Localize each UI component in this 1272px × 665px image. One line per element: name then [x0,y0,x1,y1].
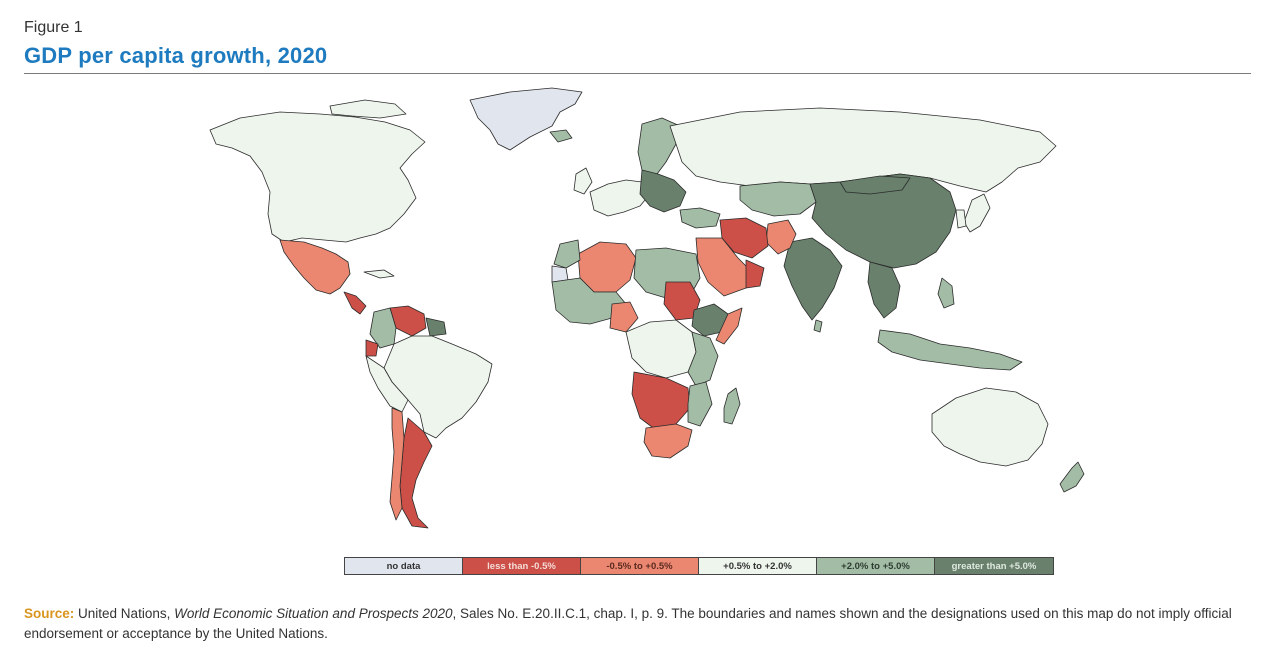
region-mongolia [839,175,911,195]
region-scandinavia [637,117,681,179]
figure-title: GDP per capita growth, 2020 [24,43,328,68]
region-morocco [553,239,581,269]
region-australia [931,387,1049,467]
region-kazakhstan [739,181,817,217]
region-mexico [279,239,351,295]
region-southeast-asia [867,261,901,319]
source-text-after: , Sales No. E.20.II.C.1, chap. I, p. 9. … [24,606,1232,641]
region-ecuador [365,339,379,357]
source-text-before: United Nations, [78,606,171,621]
source-publication: World Economic Situation and Prospects 2… [174,606,453,621]
region-oman [745,259,765,289]
legend-item-no-data: no data [345,558,463,574]
region-indonesia [877,329,1023,371]
region-japan [963,193,991,233]
region-guianas [425,317,447,337]
region-europe-east [639,169,687,213]
figure-label: Figure 1 [24,19,83,36]
source-note: Source: United Nations, World Economic S… [24,604,1249,644]
region-uk [573,167,593,195]
region-russia [669,107,1057,193]
legend-item-minus-0-5-to-plus-0-5: -0.5% to +0.5% [581,558,699,574]
region-south-africa [643,423,693,459]
legend-item-greater-than-plus-5-0: greater than +5.0% [935,558,1053,574]
region-argentina [399,417,433,529]
legend-item-plus-0-5-to-plus-2-0: +0.5% to +2.0% [699,558,817,574]
region-western-sahara [551,265,569,283]
legend-item-plus-2-0-to-plus-5-0: +2.0% to +5.0% [817,558,935,574]
region-philippines [937,277,955,309]
region-central-america [343,291,367,315]
region-new-zealand [1059,461,1085,493]
world-map [180,82,1120,540]
region-mozambique [687,381,713,427]
region-angola [631,371,691,431]
region-north-america [209,111,426,243]
source-label: Source: [24,606,75,621]
region-chile [389,407,405,521]
region-turkey [679,207,721,229]
region-cuba [363,269,395,279]
legend-item-less-than-minus-0-5: less than -0.5% [463,558,581,574]
region-sri-lanka [813,319,823,333]
region-korea [955,209,967,229]
world-map-svg [209,87,1085,529]
region-greenland [469,87,583,151]
title-divider [24,73,1251,74]
region-arctic-islands [329,99,407,119]
region-central-africa [625,319,697,379]
region-china [809,173,957,269]
map-legend: no data less than -0.5% -0.5% to +0.5% +… [344,557,1054,575]
region-nigeria [609,301,639,333]
region-colombia [369,307,397,349]
region-iceland [549,129,573,143]
region-india [783,237,843,321]
region-somalia [715,307,743,345]
region-madagascar [723,387,741,425]
